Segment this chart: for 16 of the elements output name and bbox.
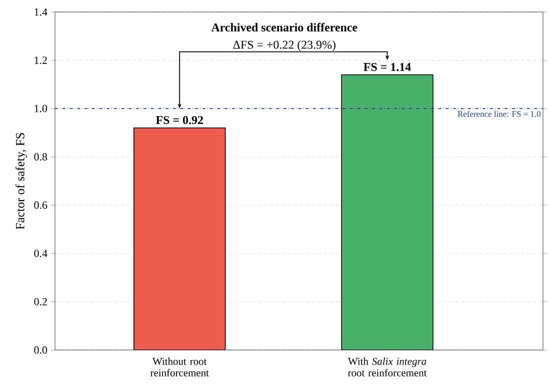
y-tick-label: 0.8: [34, 153, 48, 161]
y-axis-title: Factor of safety, FS: [15, 133, 27, 230]
y-tick-label: 0.6: [34, 201, 48, 209]
y-tick-label: 0.0: [34, 346, 48, 354]
data-label: FS = 1.14: [364, 62, 411, 72]
x-tick-label: Without root reinforcement: [150, 358, 209, 376]
text: ΔFS = +0.22 (23.9%): [233, 40, 336, 52]
y-tick-label: 1.2: [34, 56, 47, 64]
ref-line-label: Reference line: FS = 1.0: [458, 110, 540, 117]
text: Archived scenario difference: [211, 22, 358, 32]
x-tick-label: With Salix integra root reinforcement: [348, 358, 427, 376]
y-tick-label: 1.4: [34, 8, 48, 16]
y-tick-label: 0.2: [34, 298, 47, 306]
y-tick-label: 1.0: [34, 104, 48, 112]
data-label: FS = 0.92: [156, 116, 203, 124]
y-tick-label: 0.4: [34, 250, 48, 258]
